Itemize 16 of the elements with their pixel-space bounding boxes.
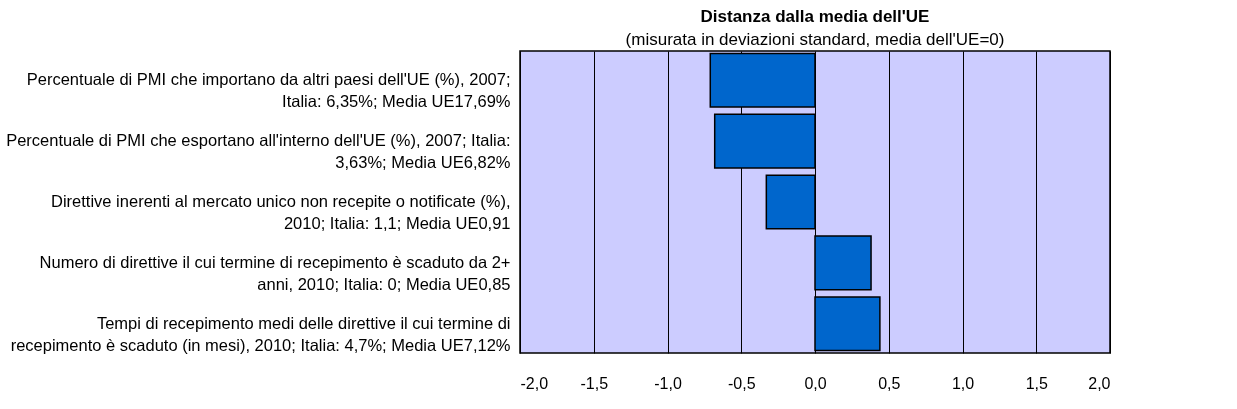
y-tick-label: Tempi di recepimento medi delle direttive il cui termine di recepimento è scaduto (in mesi), 2010; Italia: 4,7%; Media UE7,12% — [10, 313, 511, 354]
x-tick-label: 0,5 — [878, 374, 901, 392]
x-tick-label: -0,5 — [727, 374, 756, 392]
y-tick-label: Direttive inerenti al mercato unico non recepite o notificate (%), 2010; Italia: 1,1; Media UE0,91 — [51, 192, 511, 232]
x-tick-label: -1,5 — [580, 374, 609, 392]
x-tick-label: 2,0 — [1088, 374, 1111, 392]
x-tick-label: 0,0 — [804, 374, 827, 392]
y-tick-label: Percentuale di PMI che esportano all'interno dell'UE (%), 2007; Italia: 3,63%; Media UE6,82% — [6, 131, 511, 172]
x-tick-label: -1,0 — [654, 374, 682, 392]
x-tick-label: 1,0 — [951, 374, 975, 392]
chart-subtitle: (misurata in deviazioni standard, media dell'UE=0) — [625, 30, 1005, 49]
chart-title: Distanza dalla media dell'UE — [700, 7, 930, 26]
y-tick-label: Percentuale di PMI che importano da altri paesi dell'UE (%), 2007; Italia: 6,35%; Media UE17,69% — [26, 70, 511, 111]
x-tick-label: 1,5 — [1025, 374, 1048, 392]
x-tick-label: -2,0 — [520, 374, 549, 392]
y-tick-label: Numero di direttive il cui termine di recepimento è scaduto da 2+ anni, 2010; Italia: 0; Media UE0,85 — [39, 252, 511, 293]
